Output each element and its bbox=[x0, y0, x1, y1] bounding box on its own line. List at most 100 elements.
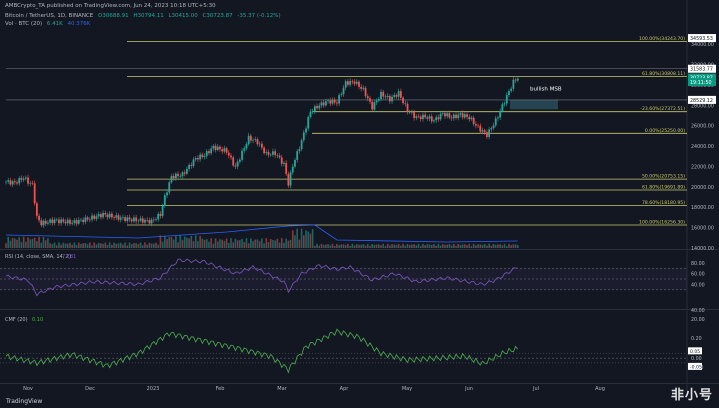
candle-body bbox=[419, 116, 422, 120]
volume-bar bbox=[179, 235, 182, 248]
price-tag-bg bbox=[688, 78, 716, 87]
volume-bar bbox=[47, 238, 49, 248]
cmf-value: 0.10 bbox=[32, 317, 43, 323]
volume-bar bbox=[75, 245, 78, 248]
volume-bar bbox=[307, 231, 310, 248]
candle-body bbox=[55, 219, 58, 221]
volume-bar bbox=[331, 243, 334, 248]
cmf-tag-bg bbox=[688, 362, 702, 370]
candle-body bbox=[457, 114, 460, 118]
fib-level-label: 100.00%(34243.70) bbox=[639, 36, 685, 42]
volume-bar bbox=[475, 245, 477, 248]
symbol-title: Bitcoin / TetherUS, 1D, BINANCE bbox=[5, 13, 94, 19]
candle-body bbox=[115, 215, 118, 218]
volume-bar bbox=[439, 245, 442, 248]
candle-body bbox=[318, 105, 321, 109]
volume-bar bbox=[64, 243, 67, 248]
candle-body bbox=[150, 219, 153, 224]
candle-body bbox=[38, 215, 40, 221]
tradingview-logo[interactable]: TradingView bbox=[6, 398, 43, 405]
volume-bar bbox=[373, 244, 376, 248]
volume-bar bbox=[472, 243, 475, 248]
candle-body bbox=[512, 79, 515, 89]
candle-body bbox=[263, 147, 266, 154]
volume-bar bbox=[115, 243, 118, 248]
candle-body bbox=[450, 117, 453, 119]
candle-body bbox=[492, 125, 495, 129]
volume-bar bbox=[223, 240, 226, 248]
price-axis-tick: 14000.00 bbox=[691, 246, 714, 252]
volume-bar bbox=[106, 245, 109, 248]
volume-bar bbox=[205, 239, 208, 248]
volume-bar bbox=[170, 236, 173, 248]
volume-value: 6.41K bbox=[46, 21, 63, 27]
candle-body bbox=[439, 113, 442, 120]
volume-bar bbox=[404, 245, 407, 248]
volume-bar bbox=[5, 243, 7, 248]
candle-body bbox=[362, 87, 365, 89]
volume-bar bbox=[395, 244, 398, 248]
candle-body bbox=[408, 111, 411, 113]
candle-body bbox=[238, 159, 241, 162]
candle-body bbox=[29, 182, 32, 184]
volume-bar bbox=[378, 244, 380, 248]
candle-body bbox=[22, 178, 25, 180]
candle-body bbox=[433, 120, 435, 122]
candle-body bbox=[170, 176, 173, 183]
candle-body bbox=[13, 181, 16, 183]
volume-bar bbox=[117, 243, 120, 248]
volume-bar bbox=[397, 243, 400, 248]
candle-body bbox=[298, 149, 301, 152]
volume-bar bbox=[459, 245, 462, 248]
volume-bar bbox=[128, 242, 131, 248]
candle-body bbox=[203, 155, 206, 158]
volume-bar bbox=[479, 244, 482, 248]
volume-bar bbox=[210, 238, 212, 248]
volume-bar bbox=[250, 238, 252, 248]
volume-bar bbox=[265, 238, 268, 248]
candle-body bbox=[459, 113, 462, 115]
candle-body bbox=[18, 178, 21, 184]
candle-body bbox=[97, 214, 100, 217]
candle-series bbox=[5, 76, 519, 228]
candle-body bbox=[415, 116, 418, 118]
price-axis-tick: 34000.00 bbox=[691, 42, 714, 48]
candle-body bbox=[305, 128, 307, 133]
volume-bar bbox=[503, 243, 506, 248]
candle-body bbox=[159, 213, 162, 216]
volume-bar bbox=[199, 235, 201, 248]
candle-body bbox=[472, 117, 475, 124]
candle-body bbox=[455, 114, 457, 118]
candle-body bbox=[276, 155, 279, 156]
volume-bar bbox=[44, 240, 47, 248]
candle-body bbox=[185, 168, 188, 174]
candle-body bbox=[329, 100, 332, 104]
volume-bar bbox=[406, 244, 409, 248]
candle-body bbox=[241, 150, 243, 160]
candle-body bbox=[388, 95, 391, 102]
volume-bar bbox=[236, 240, 239, 248]
volume-bar bbox=[183, 236, 186, 248]
candle-body bbox=[99, 214, 102, 218]
volume-bar bbox=[137, 244, 140, 248]
volume-bar bbox=[464, 244, 466, 248]
candle-body bbox=[40, 220, 43, 226]
candle-body bbox=[300, 140, 303, 150]
volume-bar bbox=[490, 245, 493, 248]
volume-bar bbox=[448, 244, 451, 248]
volume-bar bbox=[446, 244, 449, 248]
volume-bar bbox=[466, 245, 468, 248]
candle-body bbox=[516, 78, 519, 81]
candle-body bbox=[386, 95, 389, 98]
volume-bar bbox=[203, 239, 206, 248]
volume-bar bbox=[336, 243, 338, 248]
candle-body bbox=[411, 112, 413, 113]
volume-bar bbox=[258, 241, 261, 248]
volume-bar bbox=[391, 244, 393, 248]
candle-body bbox=[44, 220, 47, 224]
volume-bar bbox=[342, 244, 345, 248]
volume-bar bbox=[230, 238, 232, 248]
candle-body bbox=[66, 219, 69, 224]
time-axis-tick: Dec bbox=[85, 386, 95, 392]
